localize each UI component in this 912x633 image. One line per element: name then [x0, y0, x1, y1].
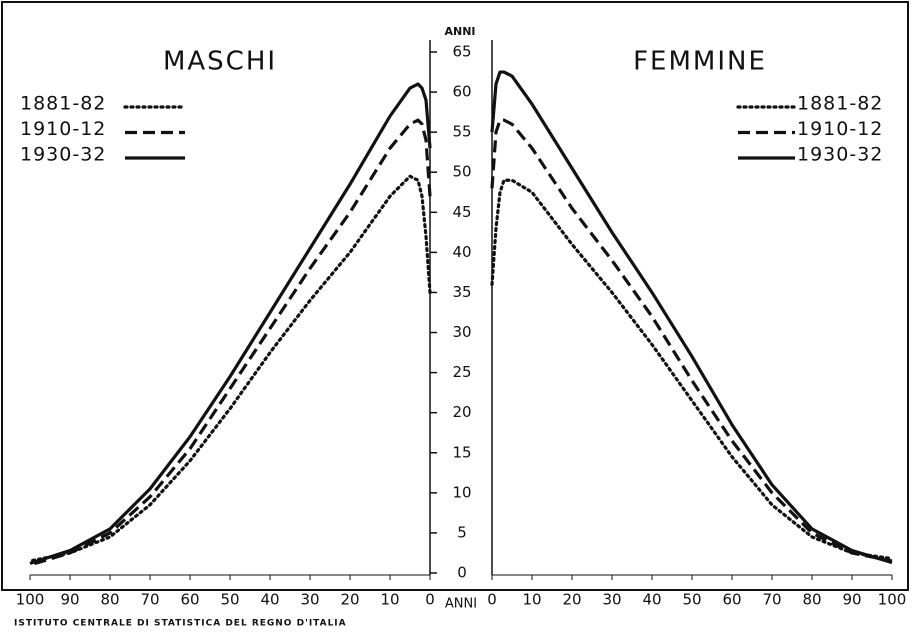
x-tick-label: 0 [425, 591, 435, 609]
y-tick-label: 5 [457, 523, 467, 541]
x-tick-label: 50 [220, 591, 239, 609]
x-tick-label: 30 [602, 591, 621, 609]
legend-label: 1881-82 [797, 93, 883, 115]
x-tick-label: 90 [60, 591, 79, 609]
y-tick-label: 40 [452, 243, 471, 261]
x-tick-label: 60 [180, 591, 199, 609]
x-tick-label: 0 [487, 591, 497, 609]
y-tick-label: 65 [452, 43, 471, 61]
x-tick-label: 80 [802, 591, 821, 609]
x-tick-label: 40 [260, 591, 279, 609]
x-tick-label: 10 [380, 591, 399, 609]
legend-label: 1910-12 [797, 118, 883, 140]
data-line [490, 178, 894, 561]
y-tick-label: 10 [452, 483, 471, 501]
x-tick-label: 50 [682, 591, 701, 609]
y-tick-label: 25 [452, 363, 471, 381]
source: ISTITUTO CENTRALE DI STATISTICA DEL REGN… [14, 619, 347, 629]
x-tick-label: 60 [722, 591, 741, 609]
data-line [490, 70, 893, 565]
y-tick-label: 50 [452, 163, 471, 181]
panel-title: MASCHI [163, 47, 277, 77]
data-line [28, 174, 432, 563]
x-tick-label: 40 [642, 591, 661, 609]
data-line [490, 118, 893, 563]
legend-label: 1930-32 [20, 144, 106, 166]
x-tick-label: 20 [562, 591, 581, 609]
y-tick-label: 35 [452, 283, 471, 301]
y-tick-label: 20 [452, 403, 471, 421]
legend-label: 1930-32 [797, 144, 883, 166]
y-tick-label: 45 [452, 203, 471, 221]
x-tick-label: 30 [300, 591, 319, 609]
x-tick-label: 70 [140, 591, 159, 609]
panel-title: FEMMINE [633, 47, 767, 77]
x-tick-label: 80 [100, 591, 119, 609]
x-axis-label: ANNI [445, 597, 477, 612]
y-tick-label: 30 [452, 323, 471, 341]
x-tick-label: 70 [762, 591, 781, 609]
y-tick-label: 0 [457, 564, 467, 582]
x-tick-label: 90 [842, 591, 861, 609]
y-tick-label: 60 [452, 83, 471, 101]
legend-label: 1910-12 [20, 118, 106, 140]
x-tick-label: 100 [878, 591, 907, 609]
legend-label: 1881-82 [20, 93, 106, 115]
y-tick-label: 55 [452, 123, 471, 141]
x-tick-label: 10 [522, 591, 541, 609]
y-tick-label: 15 [452, 443, 471, 461]
frame [1, 1, 909, 591]
x-tick-label: 20 [340, 591, 359, 609]
x-tick-label: 100 [16, 591, 45, 609]
y-axis-label: ANNI [444, 25, 475, 38]
data-line [29, 118, 432, 567]
data-line [29, 82, 432, 565]
